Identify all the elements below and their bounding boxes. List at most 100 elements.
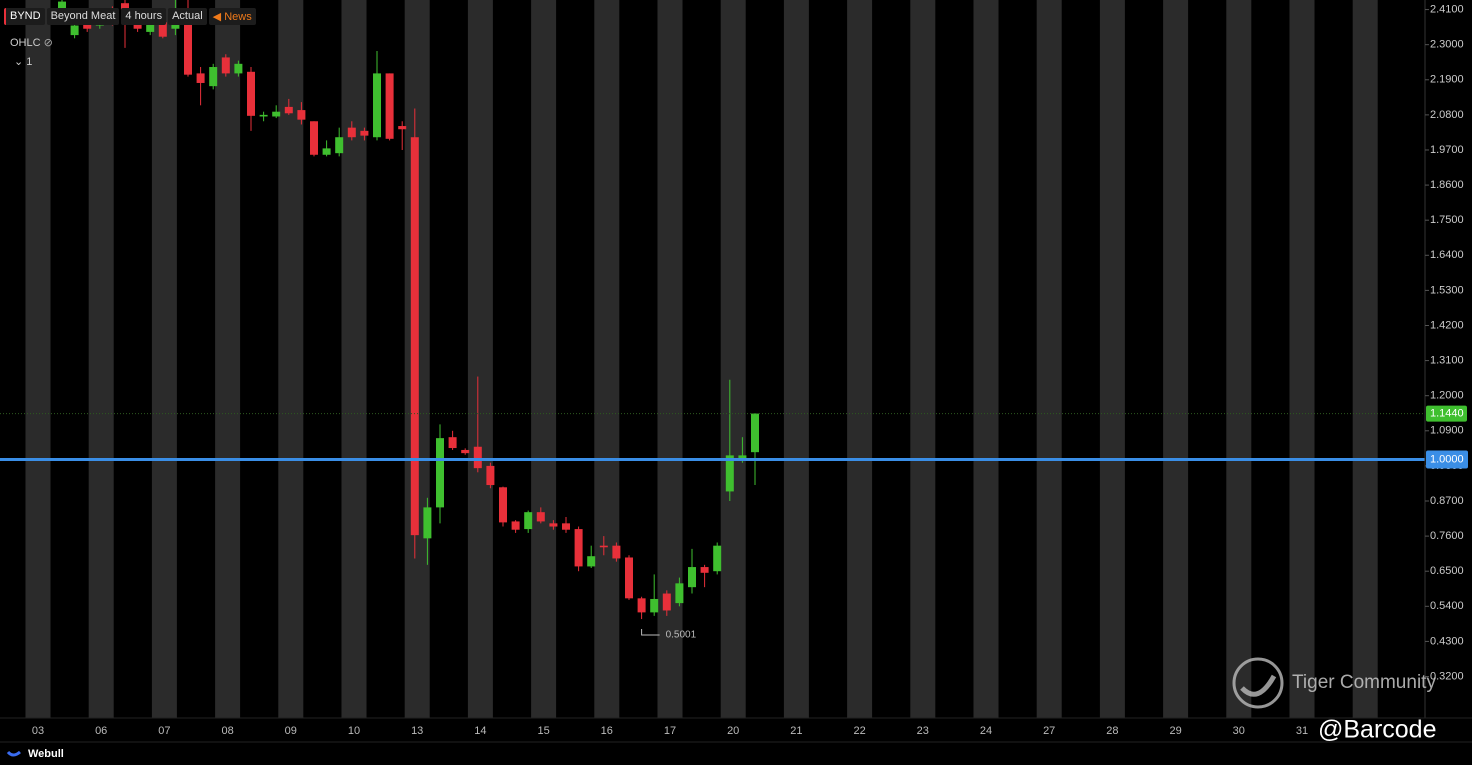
y-tick-label: 2.1900 (1430, 74, 1464, 86)
session-stripe (1163, 0, 1189, 718)
candle-body (297, 110, 306, 120)
session-stripe (1352, 0, 1378, 718)
x-tick-label: 21 (790, 725, 802, 737)
visibility-icon[interactable]: ⊘ (43, 37, 53, 49)
candle-body (448, 437, 457, 449)
session-stripe (594, 0, 620, 718)
candle-body (511, 521, 520, 530)
candle-body (398, 126, 407, 130)
session-stripe (151, 0, 177, 718)
x-tick-label: 16 (601, 725, 613, 737)
x-tick-label: 20 (727, 725, 739, 737)
y-tick-label: 1.9700 (1430, 144, 1464, 156)
candle-body (524, 512, 533, 530)
session-stripe (1289, 0, 1315, 718)
x-tick-label: 31 (1296, 725, 1308, 737)
candle-body (436, 438, 444, 508)
candle-body (146, 22, 155, 32)
candle-body (662, 593, 671, 611)
candle-body (322, 148, 331, 155)
low-label: 0.5001 (666, 630, 697, 641)
y-tick-label: 2.3000 (1430, 39, 1464, 51)
session-stripe (783, 0, 809, 718)
candle-body (486, 465, 495, 486)
horizontal-line-label: 1.0000 (1430, 453, 1464, 465)
session-stripe (341, 0, 367, 718)
x-tick-label: 22 (853, 725, 865, 737)
y-tick-label: 1.0900 (1430, 425, 1464, 437)
candle-body (536, 512, 545, 522)
candle-body (133, 23, 142, 29)
y-tick-label: 1.6400 (1430, 249, 1464, 261)
candle-body (360, 130, 369, 136)
session-stripe (910, 0, 936, 718)
candle-body (272, 111, 281, 117)
news-label[interactable]: News (224, 11, 252, 23)
x-tick-label: 28 (1106, 725, 1118, 737)
candle-body (473, 446, 482, 469)
candle-body (549, 523, 558, 527)
x-tick-label: 24 (980, 725, 992, 737)
last-price-tag (1426, 405, 1467, 422)
session-stripe (1036, 0, 1062, 718)
session-stripe (1226, 0, 1252, 718)
y-tick-label: 2.0800 (1430, 109, 1464, 121)
x-tick-label: 03 (32, 725, 44, 737)
candle-body (209, 67, 218, 87)
x-tick-label: 23 (917, 725, 929, 737)
low-marker (641, 629, 660, 636)
x-tick-label: 10 (348, 725, 360, 737)
indicator[interactable]: OHLC ⊘ (10, 36, 53, 49)
watermark: Tiger Community (1292, 672, 1436, 693)
x-tick-label: 06 (95, 725, 107, 737)
candle-body (751, 413, 759, 453)
y-tick-label: 2.4100 (1430, 3, 1464, 15)
session-stripe (25, 0, 51, 718)
candle-body (410, 137, 419, 536)
pane-toggle[interactable]: ⌄ 1 (14, 56, 33, 68)
y-tick-label: 1.7500 (1430, 214, 1464, 226)
x-tick-label: 14 (474, 725, 486, 737)
candle-body (284, 106, 293, 114)
candle-body (158, 22, 167, 37)
brand-logo (6, 750, 21, 757)
x-tick-label: 07 (158, 725, 170, 737)
candle-body (637, 598, 646, 613)
candle-body (221, 57, 230, 74)
news[interactable]: ◀ News (208, 8, 256, 25)
candle-body (423, 507, 432, 539)
candle-body (562, 523, 570, 530)
y-tick-label: 0.4300 (1430, 635, 1464, 647)
candle-body (574, 529, 583, 567)
session-stripe (1099, 0, 1125, 718)
indicator-label[interactable]: OHLC (10, 37, 41, 49)
y-tick-label: 0.5400 (1430, 600, 1464, 612)
session-stripe (88, 0, 114, 718)
pane-label: 1 (26, 56, 33, 68)
session-stripe (467, 0, 493, 718)
candle-body (461, 449, 470, 454)
x-tick-label: 17 (664, 725, 676, 737)
candle-body (612, 545, 621, 559)
price-mode[interactable]: Actual (168, 8, 207, 25)
y-tick-label: 0.7600 (1430, 530, 1464, 542)
session-stripe (973, 0, 999, 718)
x-tick-label: 27 (1043, 725, 1055, 737)
x-tick-label: 09 (285, 725, 297, 737)
candle-body (650, 598, 659, 613)
symbol[interactable]: BYND (4, 8, 45, 25)
candle-body (587, 556, 596, 567)
y-tick-label: 1.8600 (1430, 179, 1464, 191)
candle-body (625, 557, 633, 599)
candle-body (58, 1, 66, 12)
session-stripe (847, 0, 873, 718)
watermark-logo (1232, 657, 1284, 709)
candle-body (675, 583, 684, 604)
x-tick-label: 29 (1169, 725, 1181, 737)
interval[interactable]: 4 hours (121, 8, 167, 25)
author: @Barcode (1318, 716, 1437, 744)
session-stripe (531, 0, 557, 718)
candle-body (347, 127, 356, 138)
